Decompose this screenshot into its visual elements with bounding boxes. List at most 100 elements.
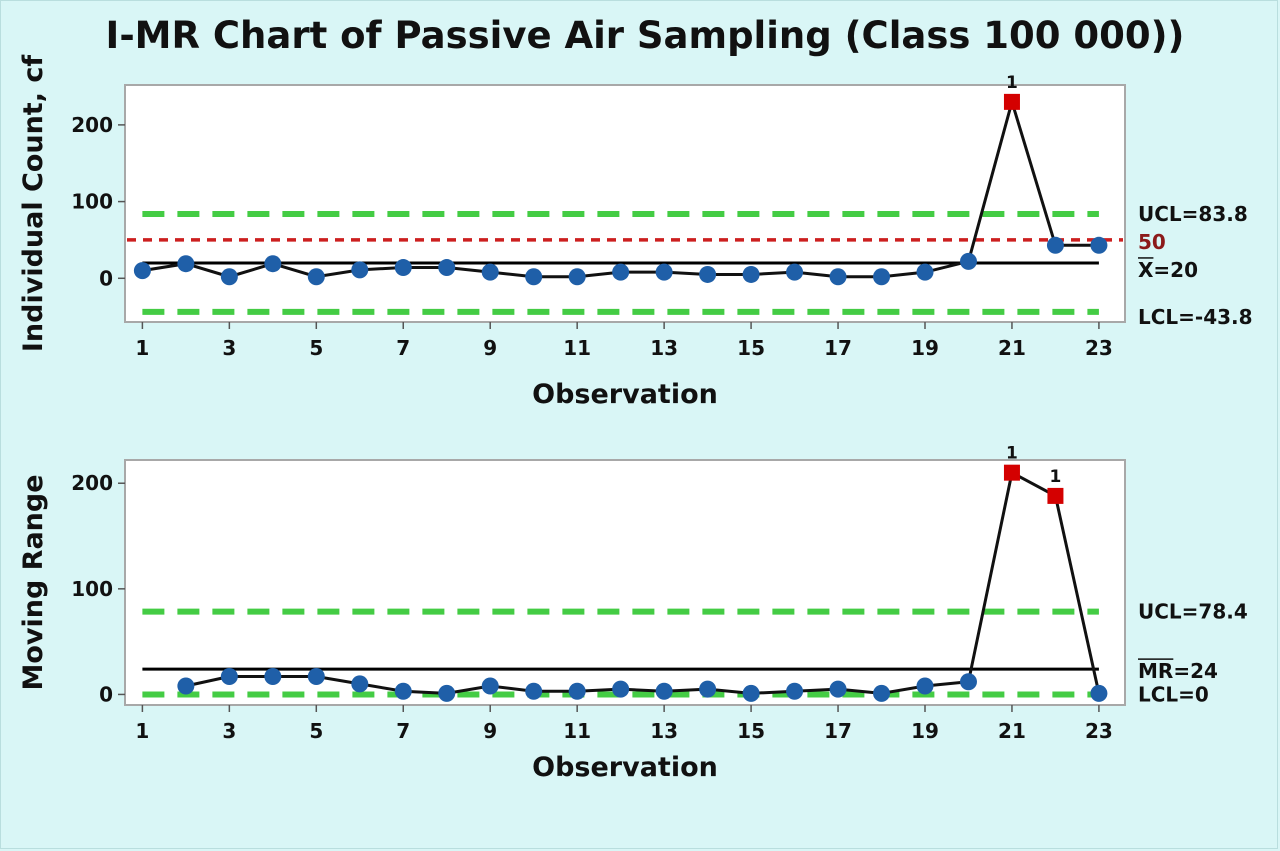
data-point — [786, 263, 804, 281]
x-tick-label: 19 — [911, 336, 939, 360]
data-point — [438, 684, 456, 702]
data-point — [525, 268, 543, 286]
y-axis-title: Individual Count, cf — [18, 55, 49, 353]
data-point — [264, 255, 282, 273]
data-point — [351, 675, 369, 693]
spec-limit-label: 50 — [1138, 230, 1166, 254]
data-point — [351, 261, 369, 279]
individual-plot-area — [124, 84, 1126, 323]
flag-label: 1 — [1006, 444, 1018, 464]
data-point — [655, 263, 673, 281]
data-point — [655, 682, 673, 700]
y-tick-label: 200 — [71, 113, 113, 137]
y-tick-label: 0 — [99, 682, 113, 706]
y-tick-label: 0 — [99, 266, 113, 290]
x-tick-label: 9 — [483, 336, 497, 360]
data-point — [525, 682, 543, 700]
x-tick-label: 23 — [1085, 336, 1113, 360]
x-tick-label: 21 — [998, 336, 1026, 360]
x-tick-label: 11 — [563, 719, 591, 743]
center-value-label: =20 — [1153, 258, 1198, 282]
x-tick-label: 17 — [824, 336, 852, 360]
x-tick-label: 5 — [309, 336, 323, 360]
data-point — [220, 268, 238, 286]
data-point — [699, 680, 717, 698]
x-tick-label: 19 — [911, 719, 939, 743]
x-tick-label: 21 — [998, 719, 1026, 743]
data-point — [786, 682, 804, 700]
y-tick-label: 200 — [71, 471, 113, 495]
data-point — [829, 268, 847, 286]
data-point — [742, 684, 760, 702]
data-point — [568, 268, 586, 286]
flag-label: 1 — [1006, 73, 1018, 93]
data-point — [264, 667, 282, 685]
chart-title: I-MR Chart of Passive Air Sampling (Clas… — [106, 14, 1185, 57]
x-tick-label: 1 — [135, 336, 149, 360]
data-point — [307, 268, 325, 286]
x-tick-label: 3 — [222, 336, 236, 360]
x-tick-label: 15 — [737, 336, 765, 360]
flagged-data-point — [1047, 487, 1064, 504]
data-point — [177, 255, 195, 273]
data-point — [742, 265, 760, 283]
x-tick-label: 13 — [650, 336, 678, 360]
data-point — [916, 263, 934, 281]
data-series-line — [185, 470, 1101, 695]
data-point — [959, 252, 977, 270]
data-point — [829, 680, 847, 698]
data-point — [481, 263, 499, 281]
y-tick-label: 100 — [71, 190, 113, 214]
flag-label: 1 — [1050, 467, 1062, 487]
data-point — [699, 265, 717, 283]
data-point — [916, 677, 934, 695]
x-tick-label: 15 — [737, 719, 765, 743]
ucl-label: UCL=83.8 — [1138, 202, 1248, 226]
x-tick-label: 9 — [483, 719, 497, 743]
x-tick-label: 11 — [563, 336, 591, 360]
lcl-label: LCL=-43.8 — [1138, 305, 1253, 329]
data-point — [481, 677, 499, 695]
x-axis-title: Observation — [532, 752, 718, 783]
data-point — [1090, 236, 1108, 254]
data-point — [438, 259, 456, 277]
data-point — [612, 263, 630, 281]
data-point — [307, 667, 325, 685]
data-point — [1090, 684, 1108, 702]
flagged-data-point — [1003, 93, 1020, 110]
data-point — [394, 682, 412, 700]
x-tick-label: 5 — [309, 719, 323, 743]
data-point — [394, 259, 412, 277]
flagged-data-point — [1003, 464, 1020, 481]
data-point — [568, 682, 586, 700]
x-tick-label: 3 — [222, 719, 236, 743]
data-point — [959, 673, 977, 691]
x-tick-label: 13 — [650, 719, 678, 743]
x-tick-label: 7 — [396, 336, 410, 360]
center-symbol: X — [1138, 258, 1154, 282]
y-axis-title: Moving Range — [18, 474, 49, 690]
data-point — [177, 677, 195, 695]
x-tick-label: 17 — [824, 719, 852, 743]
lcl-label: LCL=0 — [1138, 682, 1209, 706]
x-tick-label: 1 — [135, 719, 149, 743]
y-tick-label: 100 — [71, 577, 113, 601]
data-point — [133, 262, 151, 280]
data-point — [220, 667, 238, 685]
x-axis-title: Observation — [532, 379, 718, 410]
moving-range-plot-area — [124, 459, 1126, 706]
x-tick-label: 7 — [396, 719, 410, 743]
center-symbol: MR — [1138, 659, 1173, 683]
data-point — [612, 680, 630, 698]
data-point — [873, 684, 891, 702]
x-tick-label: 23 — [1085, 719, 1113, 743]
data-point — [1046, 236, 1064, 254]
ucl-label: UCL=78.4 — [1138, 600, 1248, 624]
data-point — [873, 268, 891, 286]
center-value-label: =24 — [1173, 659, 1218, 683]
